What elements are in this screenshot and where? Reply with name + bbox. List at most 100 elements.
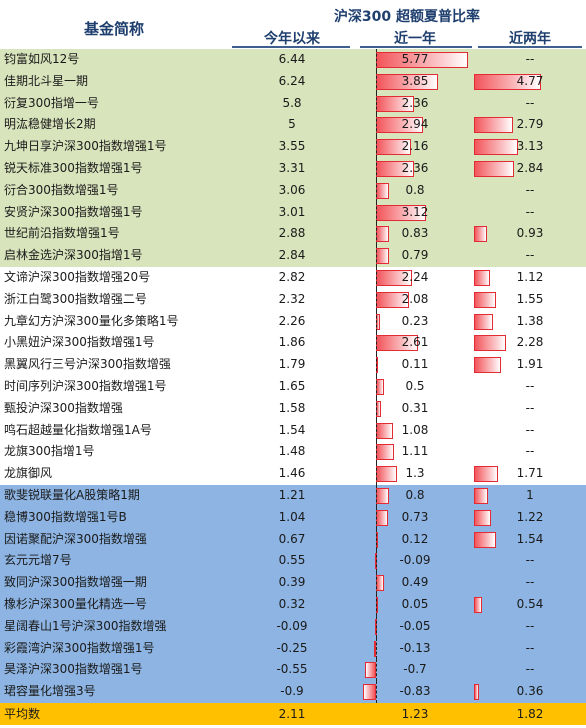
average-row: 平均数 2.11 1.23 1.82 [0, 702, 586, 725]
cell-value: 1.54 [516, 531, 544, 546]
ytd-value: -0.9 [280, 684, 304, 699]
cell-value: 0.23 [401, 313, 429, 328]
fund-name: 明汯稳健增长2期 [4, 117, 96, 132]
cell-value: -0.7 [403, 662, 427, 677]
table-row: 龙旗御风 1.46 1.3 1.71 [0, 463, 586, 485]
excess-sharpe-group-header: 沪深300 超额夏普比率 [333, 9, 481, 25]
cell-value: 0.31 [401, 400, 429, 415]
ytd-value: 0.55 [278, 553, 306, 568]
table-row: 珺容量化增强3号 -0.9 -0.83 0.36 [0, 681, 586, 703]
table-row: 钧富如风12号 6.44 5.77 -- [0, 49, 586, 71]
two-year-cell: -- [474, 420, 586, 442]
zero-axis [376, 223, 377, 246]
one-year-cell: 0.49 [356, 572, 474, 594]
zero-axis [376, 419, 377, 442]
fund-name: 安贤沪深300指数增强1号 [4, 204, 143, 219]
two-year-cell: -- [474, 638, 586, 660]
cell-value: 1.3 [405, 466, 425, 481]
zero-axis [376, 92, 377, 115]
table-row: 浙江白鹭300指数增强二号 2.32 2.08 1.55 [0, 288, 586, 311]
data-bar [474, 291, 496, 308]
fund-name: 衍合300指数增强1号 [4, 182, 119, 197]
cell-value: 0.93 [516, 226, 544, 241]
fund-name: 龙旗御风 [4, 466, 53, 481]
table-row: 玄元元增7号 0.55 -0.09 -- [0, 550, 586, 573]
table-row: 彩霞湾沪深300指数增强1号 -0.25 -0.13 -- [0, 637, 586, 660]
table-row: 衍合300指数增强1号 3.06 0.8 -- [0, 179, 586, 202]
table-row: 龙旗300指增1号 1.48 1.11 -- [0, 441, 586, 464]
cell-value: 1.12 [516, 269, 544, 284]
ytd-value: 2.84 [278, 248, 306, 263]
cell-value: 1.71 [516, 466, 544, 481]
zero-axis [376, 266, 377, 289]
two-year-cell: 1.54 [474, 529, 586, 551]
ytd-value: 1.79 [278, 357, 306, 372]
zero-axis [376, 550, 377, 573]
one-year-cell: 0.11 [356, 354, 474, 376]
ytd-value: -0.25 [276, 640, 308, 655]
two-year-cell: -- [474, 376, 586, 398]
fund-name: 启林金选沪深300指增1号 [4, 248, 143, 263]
cell-value: 1.08 [401, 422, 429, 437]
one-year-cell: 0.05 [356, 593, 474, 616]
ytd-value: 3.55 [278, 139, 306, 154]
table-row: 黑翼风行三号沪深300指数增强 1.79 0.11 1.91 [0, 354, 586, 376]
two-year-cell: 1.38 [474, 311, 586, 333]
cell-value: 0.79 [401, 248, 429, 263]
ytd-value: 6.44 [278, 52, 306, 66]
ytd-value: 1.48 [278, 444, 306, 459]
one-year-cell: 2.16 [356, 136, 474, 158]
two-year-cell: -- [474, 180, 586, 202]
fund-name: 玄元元增7号 [4, 553, 72, 568]
data-bar [474, 596, 482, 613]
table-row: 九坤日享沪深300指数增强1号 3.55 2.16 3.13 [0, 136, 586, 158]
cell-value: 2.16 [401, 139, 429, 154]
two-year-cell: -- [474, 398, 586, 420]
two-year-cell: 1.91 [474, 354, 586, 376]
header-underline [478, 46, 582, 48]
cell-value: 2.79 [516, 117, 544, 132]
zero-axis [376, 463, 377, 485]
ytd-value: 3.31 [278, 160, 306, 175]
one-year-column-header: 近一年 [394, 31, 436, 47]
fund-name-header: 基金简称 [83, 19, 144, 38]
zero-axis [376, 375, 377, 398]
fund-name: 衍复300指增一号 [4, 95, 99, 110]
fund-name: 小黑妞沪深300指数增强1号 [4, 335, 155, 350]
table-row: 星阔春山1号沪深300指数增强 -0.09 -0.05 -- [0, 615, 586, 638]
ytd-value: -0.55 [276, 662, 308, 677]
zero-axis [376, 659, 377, 682]
ytd-value: 3.01 [278, 204, 306, 219]
cell-value: 1.55 [516, 291, 544, 306]
zero-axis [376, 114, 377, 137]
cell-value: 2.84 [516, 160, 544, 175]
cell-value: 0.05 [401, 596, 429, 611]
zero-axis [376, 637, 377, 660]
table-row: 橡杉沪深300量化精选一号 0.32 0.05 0.54 [0, 593, 586, 616]
ytd-value: 1.54 [278, 422, 306, 437]
data-bar [474, 226, 488, 243]
one-year-cell: 0.23 [356, 310, 474, 333]
two-year-cell: -- [474, 245, 586, 267]
table-row: 甄投沪深300指数增强 1.58 0.31 -- [0, 397, 586, 420]
data-bar [474, 160, 514, 177]
cell-value: 2.08 [401, 291, 429, 306]
table-row: 九章幻方沪深300量化多策略1号 2.26 0.23 1.38 [0, 310, 586, 333]
cell-value: -- [525, 248, 535, 263]
table-row: 佳期北斗星一期 6.24 3.85 4.77 [0, 70, 586, 93]
data-bar [474, 531, 496, 548]
zero-axis [376, 681, 377, 703]
ytd-value: 2.88 [278, 226, 306, 241]
zero-axis [376, 354, 377, 376]
average-one-year: 1.23 [356, 703, 474, 725]
ytd-value: 1.04 [278, 509, 306, 524]
ytd-value: 1.65 [278, 378, 306, 393]
fund-name: 珺容量化增强3号 [4, 684, 96, 699]
two-year-cell: 1.12 [474, 267, 586, 289]
two-year-cell: 0.36 [474, 681, 586, 703]
one-year-cell: 0.79 [356, 245, 474, 267]
ytd-value: 1.86 [278, 335, 306, 350]
two-year-cell: -- [474, 93, 586, 115]
zero-axis [376, 179, 377, 202]
ytd-value: 2.82 [278, 269, 306, 284]
